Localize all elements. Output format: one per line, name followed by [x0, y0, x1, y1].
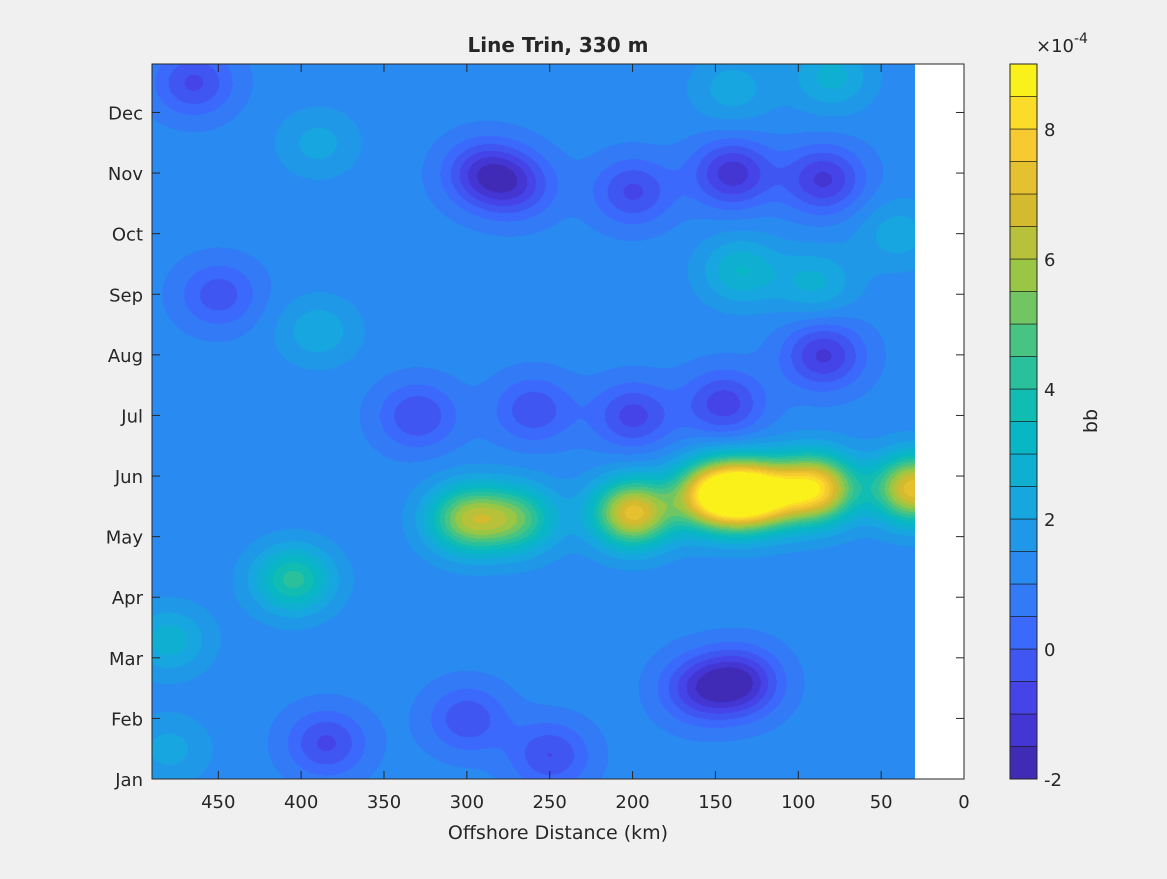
colorbar-band [1009, 616, 1038, 650]
colorbar-tick-label: -2 [1044, 770, 1062, 791]
colorbar-band [1009, 96, 1038, 130]
y-tick-label: Aug [108, 346, 143, 367]
colorbar-band [1009, 583, 1038, 617]
colorbar-band [1009, 453, 1038, 487]
colorbar-tick-label: 0 [1044, 640, 1055, 661]
x-tick-label: 0 [958, 792, 969, 813]
y-tick-label: Jan [114, 770, 143, 791]
y-tick-label: Jun [114, 467, 143, 488]
plot-frame [151, 63, 965, 780]
colorbar-band [1009, 291, 1038, 325]
colorbar-band [1009, 486, 1038, 520]
colorbar-band [1009, 161, 1038, 195]
y-tick-label: Dec [108, 103, 143, 124]
colorbar-band [1009, 551, 1038, 585]
x-tick-label: 100 [781, 792, 815, 813]
plot-area: 450 400 350 300 250 200 150 100 50 0 Jan Feb Mar Apr… [106, 63, 970, 813]
x-tick-label: 150 [698, 792, 732, 813]
colorbar-tick-label: 4 [1044, 380, 1055, 401]
colorbar-band [1009, 713, 1038, 747]
x-tick-label: 450 [201, 792, 235, 813]
colorbar-exponent: ×10-4 [1036, 31, 1088, 57]
colorbar-band [1009, 388, 1038, 422]
colorbar-frame [1009, 63, 1038, 780]
x-tick-label: 350 [367, 792, 401, 813]
colorbar-label: bb [1080, 409, 1102, 433]
colorbar-band [1009, 128, 1038, 162]
x-axis-label: Offshore Distance (km) [448, 822, 668, 844]
x-tick-label: 300 [450, 792, 484, 813]
y-tick-label: Apr [112, 588, 144, 609]
y-tick-label: Jul [120, 406, 143, 427]
colorbar-band [1009, 226, 1038, 260]
colorbar-band [1009, 193, 1038, 227]
x-tick-label: 50 [870, 792, 893, 813]
y-axis: Jan Feb Mar Apr May Jun Jul Aug Sep Oct Nov Dec [106, 103, 964, 791]
y-tick-label: Mar [109, 649, 144, 670]
colorbar-band [1009, 63, 1038, 97]
y-tick-label: Feb [111, 709, 143, 730]
colorbar-band [1009, 258, 1038, 292]
y-tick-label: Sep [109, 285, 143, 306]
colorbar: -2 0 2 4 6 8 bb ×10-4 [1009, 31, 1102, 791]
y-tick-label: May [106, 528, 144, 549]
colorbar-band [1009, 681, 1038, 715]
colorbar-band [1009, 746, 1038, 780]
chart-title: Line Trin, 330 m [468, 33, 649, 57]
y-tick-label: Nov [108, 164, 143, 185]
contour-fill [152, 64, 915, 779]
colorbar-band [1009, 323, 1038, 357]
colorbar-band [1009, 518, 1038, 552]
x-tick-label: 250 [533, 792, 567, 813]
x-tick-label: 200 [615, 792, 649, 813]
colorbar-tick-label: 6 [1044, 250, 1055, 271]
colorbar-band [1009, 421, 1038, 455]
x-tick-label: 400 [284, 792, 318, 813]
colorbar-band [1009, 648, 1038, 682]
colorbar-exponent-base: ×10 [1036, 36, 1074, 57]
colorbar-tick-label: 8 [1044, 120, 1055, 141]
colorbar-exponent-power: -4 [1074, 31, 1088, 47]
colorbar-band [1009, 356, 1038, 390]
y-tick-label: Oct [112, 225, 143, 246]
x-axis: 450 400 350 300 250 200 150 100 50 0 [201, 64, 970, 813]
colorbar-tick-label: 2 [1044, 510, 1055, 531]
